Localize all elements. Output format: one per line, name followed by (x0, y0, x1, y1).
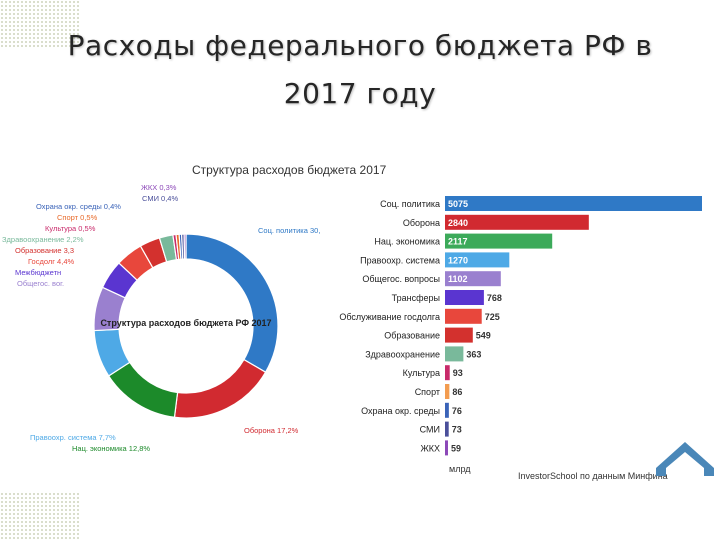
bar-category-label: Общегос. вопросы (362, 274, 440, 284)
donut-slice (107, 361, 179, 418)
bar (445, 402, 449, 418)
bar (445, 421, 449, 437)
bar (445, 365, 450, 381)
source-note: InvestorSchool по данным Минфина (518, 471, 668, 481)
donut-slice-label: Охрана окр. среды 0,4% (36, 202, 121, 211)
bar-value-label: 363 (466, 349, 481, 359)
slide-title: Расходы федерального бюджета РФ в 2017 г… (20, 22, 700, 118)
bar-category-label: Нац. экономика (374, 237, 440, 247)
slide-title-line2: 2017 году (283, 77, 437, 110)
decor-dots-bottom (0, 492, 80, 540)
bar (445, 271, 501, 287)
donut-chart: Соц. политика 30,8% Оборона 17,2% Нац. эко… (2, 183, 320, 453)
chart-title: Структура расходов бюджета 2017 (192, 163, 387, 177)
bar-category-label: Образование (384, 331, 440, 341)
donut-slice-label: СМИ 0,4% (142, 194, 178, 203)
bar (445, 440, 448, 456)
bar-value-label: 73 (452, 425, 462, 435)
bar-value-label: 76 (452, 406, 462, 416)
bar (445, 290, 484, 305)
donut-slice-label: Нац. экономика 12,8% (72, 444, 150, 453)
bar-value-label: 86 (452, 387, 462, 397)
investor-school-logo-icon (656, 442, 714, 476)
bar (445, 233, 553, 249)
bar (445, 346, 464, 362)
donut-slice-label: Культура 0,5% (45, 224, 96, 233)
bar-category-label: Трансферы (392, 293, 440, 303)
donut-slice-label: Общегос. вог. (17, 279, 64, 288)
donut-slice-label: Госдолг 4,4% (28, 257, 74, 266)
bar-value-label: 768 (487, 293, 502, 303)
donut-slice (183, 233, 187, 260)
bar-category-label: ЖКХ (420, 443, 440, 453)
bar-category-label: Охрана окр. среды (361, 406, 440, 416)
bar-value-label: 59 (451, 443, 461, 453)
bar-category-label: Культура (403, 368, 440, 378)
decor-dots-top (0, 0, 80, 48)
bar-value-label: 1102 (448, 274, 468, 284)
donut-slice (185, 233, 279, 374)
bar-value-label: 93 (453, 368, 463, 378)
donut-slice (173, 358, 267, 419)
slide-title-line1: Расходы федерального бюджета РФ в (67, 29, 653, 62)
bar-category-label: СМИ (420, 425, 440, 435)
bar (445, 384, 450, 399)
bar-chart: Соц. политика 5075 Оборона 2840 Нац. экономи… (339, 196, 702, 474)
donut-slice-label: Образование 3,3 (15, 246, 74, 255)
donut-slice-label: Оборона 17,2% (244, 426, 299, 435)
bar-category-label: Правоохр. система (360, 255, 440, 265)
bar (445, 196, 702, 211)
donut-slice-label: Спорт 0,5% (57, 213, 98, 222)
bar (445, 327, 473, 343)
unit-label: млрд (449, 464, 471, 474)
donut-slice-label: Здравоохранение 2,2% (2, 235, 84, 244)
donut-slice-label: Межбюджетн (15, 268, 61, 277)
bar-value-label: 725 (485, 312, 500, 322)
donut-slice-label: Правоохр. система 7,7% (30, 433, 116, 442)
bar-value-label: 5075 (448, 199, 468, 209)
bar-category-label: Оборона (403, 218, 440, 228)
bar (445, 252, 510, 268)
bar-category-label: Обслуживание госдолга (339, 312, 440, 322)
bar-category-label: Соц. политика (380, 199, 440, 209)
bar-value-label: 1270 (448, 255, 468, 265)
bar-value-label: 549 (476, 331, 491, 341)
bar-value-label: 2117 (448, 237, 468, 247)
donut-slice-label: Соц. политика 30,8% (258, 226, 320, 235)
bar-category-label: Спорт (415, 387, 440, 397)
bar (445, 214, 589, 230)
bar-category-label: Здравоохранение (365, 349, 440, 359)
bar (445, 308, 482, 324)
bar-value-label: 2840 (448, 218, 468, 228)
donut-center-label: Структура расходов бюджета РФ 2017 (100, 318, 271, 328)
donut-slice-label: ЖКХ 0,3% (141, 183, 177, 192)
